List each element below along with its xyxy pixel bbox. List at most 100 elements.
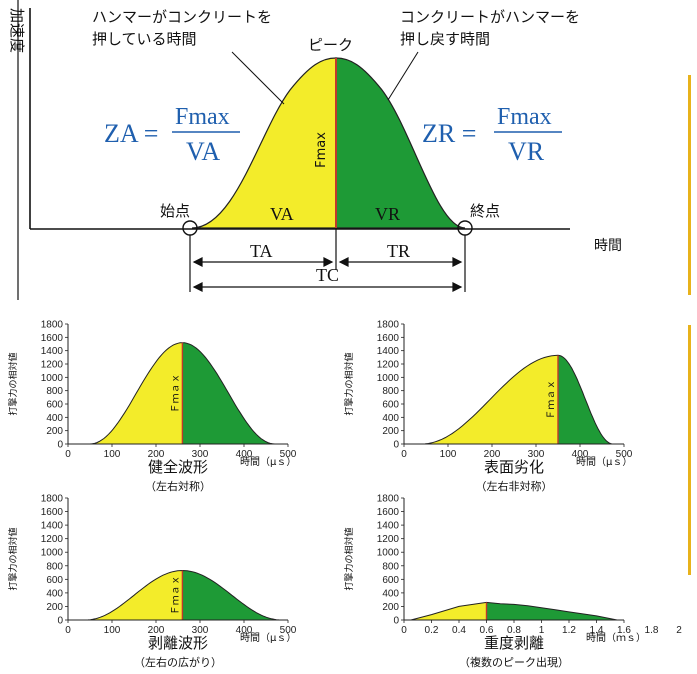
return-label-line2: 押し戻す時間 bbox=[400, 30, 490, 48]
accent-bar-bottom bbox=[688, 325, 691, 575]
x-tick-label: 500 bbox=[616, 449, 633, 460]
y-tick-label: 0 bbox=[393, 616, 399, 627]
ascending-area bbox=[410, 602, 487, 620]
chart-panel-3: 0 200 400 600 800 1000 1200 1400 1600 1800 0 100 200… bbox=[7, 494, 297, 670]
waveform-curve bbox=[85, 569, 282, 621]
zr-denominator: VR bbox=[508, 137, 545, 166]
y-tick-label: 1200 bbox=[377, 534, 400, 545]
y-tick-label: 1200 bbox=[41, 360, 64, 371]
y-tick-label: 0 bbox=[57, 616, 63, 627]
ascending-area bbox=[191, 57, 337, 229]
y-tick-label: 1600 bbox=[41, 333, 64, 344]
x-tick-label: 1.6 bbox=[617, 625, 631, 636]
x-tick-label: 0 bbox=[65, 449, 71, 460]
peak-label: ピーク bbox=[308, 36, 353, 54]
x-tick-label: 0.2 bbox=[425, 625, 439, 636]
x-tick-label: 300 bbox=[192, 449, 209, 460]
y-tick-label: 0 bbox=[57, 440, 63, 451]
ta-label: TA bbox=[250, 241, 273, 261]
x-tick-label: 1.4 bbox=[590, 625, 604, 636]
va-label: VA bbox=[270, 204, 294, 224]
za-formula: ZA = Fmax VA bbox=[104, 104, 240, 166]
y-tick-label: 1200 bbox=[41, 534, 64, 545]
x-axis-label: 時間 bbox=[594, 238, 622, 254]
start-label: 始点 bbox=[160, 202, 190, 220]
y-tick-label: 1600 bbox=[377, 507, 400, 518]
tc-label: TC bbox=[316, 265, 339, 285]
x-tick-label: 0.6 bbox=[480, 625, 494, 636]
zr-numerator: Fmax bbox=[497, 104, 552, 130]
y-tick-label: 400 bbox=[46, 588, 63, 599]
y-tick-label: 1800 bbox=[41, 320, 64, 331]
dimension-lines bbox=[189, 229, 466, 292]
ascending-area bbox=[421, 355, 558, 444]
y-axis-label: 打撃力の相対値 bbox=[7, 352, 19, 415]
x-tick-label: 400 bbox=[236, 625, 253, 636]
y-tick-label: 1800 bbox=[377, 320, 400, 331]
x-tick-label: 0.8 bbox=[507, 625, 521, 636]
za-numerator: Fmax bbox=[175, 104, 230, 130]
x-tick-label: 500 bbox=[280, 625, 297, 636]
x-tick-label: 100 bbox=[104, 449, 121, 460]
x-tick-label: 0 bbox=[401, 625, 407, 636]
x-tick-label: 400 bbox=[572, 449, 589, 460]
y-tick-label: 400 bbox=[46, 413, 63, 424]
x-tick-label: 100 bbox=[104, 625, 121, 636]
fmax-vertical-label: Fmax bbox=[314, 132, 329, 168]
chart-panel-2: 0 200 400 600 800 1000 1200 1400 1600 1800 0 100 200… bbox=[343, 320, 633, 494]
x-tick-label: 0 bbox=[65, 625, 71, 636]
y-tick-label: 200 bbox=[382, 602, 399, 613]
x-tick-label: 400 bbox=[236, 449, 253, 460]
y-tick-label: 0 bbox=[393, 440, 399, 451]
za-denominator: VA bbox=[186, 137, 220, 166]
x-tick-label: 0 bbox=[401, 449, 407, 460]
x-tick-label: 200 bbox=[148, 625, 165, 636]
y-axis-label: 加速度 bbox=[8, 8, 26, 53]
y-tick-label: 1400 bbox=[377, 346, 400, 357]
y-tick-label: 600 bbox=[46, 575, 63, 586]
y-tick-label: 1400 bbox=[377, 521, 400, 532]
descending-area bbox=[182, 570, 282, 620]
x-tick-label: 1.2 bbox=[562, 625, 576, 636]
push-callout-line bbox=[231, 51, 285, 105]
y-tick-label: 800 bbox=[46, 386, 63, 397]
y-tick-label: 800 bbox=[382, 386, 399, 397]
y-tick-label: 400 bbox=[382, 413, 399, 424]
y-tick-label: 1000 bbox=[377, 548, 400, 559]
tr-label: TR bbox=[387, 241, 410, 261]
fmax-label: Ｆｍａｘ bbox=[546, 380, 557, 420]
x-axis-label: 時間（μｓ） bbox=[240, 632, 296, 644]
x-axis-label: 時間（μｓ） bbox=[240, 456, 296, 468]
y-tick-label: 200 bbox=[46, 602, 63, 613]
y-tick-label: 400 bbox=[382, 588, 399, 599]
chart-subtitle: （左右対称） bbox=[145, 479, 211, 493]
push-label-line2: 押している時間 bbox=[92, 30, 197, 48]
accent-bar-top bbox=[688, 75, 691, 295]
main-diagram: 加速度 時間 ハンマーがコンクリートを 押している時間 コンクリートがハンマーを… bbox=[8, 0, 622, 300]
x-axis-label: 時間（μｓ） bbox=[576, 456, 632, 468]
x-tick-label: 1 bbox=[539, 625, 545, 636]
push-label-line1: ハンマーがコンクリートを bbox=[92, 8, 272, 26]
chart-title: 重度剥離 bbox=[484, 634, 544, 652]
descending-area bbox=[335, 57, 466, 229]
waveform-curve bbox=[410, 601, 618, 621]
y-tick-label: 1000 bbox=[377, 373, 400, 384]
ascending-area bbox=[85, 570, 183, 620]
y-tick-label: 1600 bbox=[377, 333, 400, 344]
y-axis-label: 打撃力の相対値 bbox=[7, 527, 19, 590]
chart-subtitle: （左右の広がり） bbox=[134, 655, 222, 669]
x-tick-label: 100 bbox=[440, 449, 457, 460]
x-tick-label: 1.8 bbox=[645, 625, 659, 636]
chart-panel-1: 0 200 400 600 800 1000 1200 1400 1600 1800 0 100 200… bbox=[7, 320, 297, 494]
vr-label: VR bbox=[375, 204, 400, 224]
y-axis-label: 打撃力の相対値 bbox=[343, 527, 355, 590]
chart-subtitle: （複数のピーク出現） bbox=[459, 655, 569, 669]
fmax-label: Ｆｍａｘ bbox=[170, 575, 181, 615]
y-tick-label: 600 bbox=[382, 400, 399, 411]
y-axis-label: 打撃力の相対値 bbox=[343, 352, 355, 415]
descending-area bbox=[486, 602, 618, 620]
return-callout-line bbox=[387, 51, 419, 101]
chart-title: 表面劣化 bbox=[484, 458, 544, 476]
y-tick-label: 200 bbox=[46, 426, 63, 437]
